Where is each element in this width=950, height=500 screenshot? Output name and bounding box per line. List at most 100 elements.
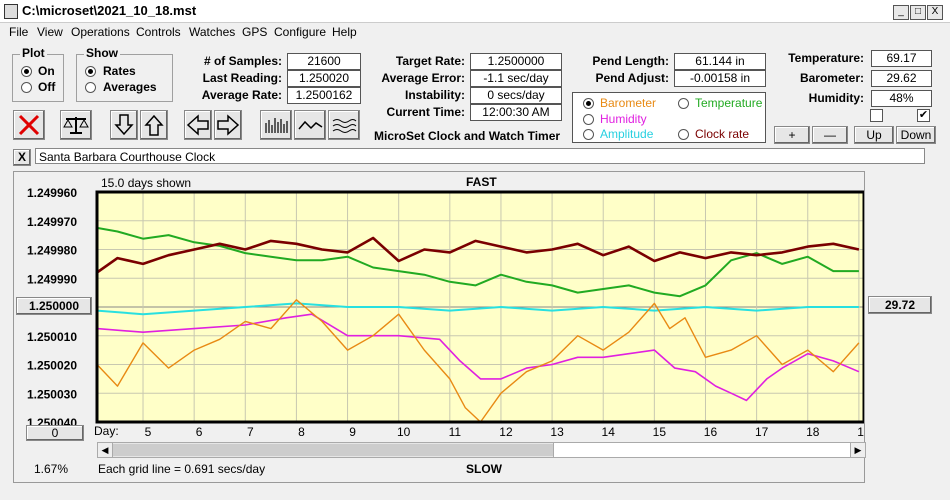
plot-off-label: Off <box>38 80 56 94</box>
arrow-up-button[interactable] <box>140 110 168 140</box>
show-rates-label: Rates <box>103 64 136 78</box>
barometer-label: Barometer: <box>799 71 864 85</box>
humidity-label: Humidity: <box>808 91 864 105</box>
current-time-label: Current Time: <box>386 105 465 119</box>
checkbox-left[interactable] <box>870 109 883 122</box>
average-error-label: Average Error: <box>381 71 465 85</box>
arrow-down-icon <box>114 114 134 136</box>
minus-button[interactable]: — <box>812 126 848 144</box>
left-tick-label: 1.249970 <box>27 215 77 229</box>
line-view-button[interactable] <box>294 110 326 140</box>
scrollbar-thumb[interactable] <box>553 443 850 457</box>
title-bar: C:\microset\2021_10_18.mst _ □ X <box>0 0 950 23</box>
humidity-radio[interactable] <box>583 114 594 125</box>
pend-length-label: Pend Length: <box>592 54 669 68</box>
samples-label: # of Samples: <box>203 54 282 68</box>
arrow-right-button[interactable] <box>214 110 242 140</box>
show-rates-radio[interactable] <box>85 66 96 77</box>
menu-file[interactable]: File <box>9 25 29 39</box>
chart-panel: 1.24996030.041.24997029.961.24998029.881… <box>13 171 903 483</box>
bars-view-button[interactable] <box>260 110 292 140</box>
day-tick-label: 13 <box>550 425 564 439</box>
menu-operations[interactable]: Operations <box>71 25 130 39</box>
humidity-series-line <box>96 313 860 402</box>
arrow-left-button[interactable] <box>184 110 212 140</box>
pend-adjust-label: Pend Adjust: <box>595 71 669 85</box>
amplitude-radio[interactable] <box>583 129 594 140</box>
menu-watches[interactable]: Watches <box>189 25 236 39</box>
clock-rate-radio[interactable] <box>678 129 689 140</box>
target-rate-value: 1.2500000 <box>470 53 562 70</box>
arrow-down-button[interactable] <box>110 110 138 140</box>
menu-gps[interactable]: GPS <box>242 25 268 39</box>
menu-help[interactable]: Help <box>332 25 357 39</box>
show-group <box>76 54 173 102</box>
temperature-option-label: Temperature <box>695 96 763 110</box>
barometer-option-label: Barometer <box>600 96 657 110</box>
left-tick-label: 1.249990 <box>27 272 77 286</box>
day-tick-label: 14 <box>602 425 616 439</box>
humidity-option-label: Humidity <box>600 112 647 126</box>
clock-rate-option-label: Clock rate <box>695 127 750 141</box>
left-tick-label: 1.250010 <box>27 330 77 344</box>
fast-label: FAST <box>466 175 497 189</box>
menu-configure[interactable]: Configure <box>274 25 327 39</box>
plot-group-title: Plot <box>20 46 47 60</box>
barometer-value: 29.62 <box>871 70 932 87</box>
zero-button[interactable]: 0 <box>26 425 84 441</box>
day-tick-label: 17 <box>755 425 769 439</box>
series-select-box: Barometer Temperature Humidity Amplitude… <box>572 92 766 143</box>
day-axis-label: Day: <box>94 424 119 438</box>
wave-view-button[interactable] <box>328 110 360 140</box>
barometer-radio[interactable] <box>583 98 594 109</box>
pend-adjust-value: -0.00158 in <box>674 70 766 87</box>
day-tick-label: 9 <box>349 425 356 439</box>
grid-note: Each grid line = 0.691 secs/day <box>98 462 266 476</box>
temperature-series-line <box>96 226 859 298</box>
plot-off-radio[interactable] <box>21 82 32 93</box>
day-tick-label: 16 <box>704 425 718 439</box>
close-button[interactable]: X <box>927 5 943 20</box>
red-x-icon <box>18 114 40 136</box>
average-rate-label: Average Rate: <box>201 88 282 102</box>
stop-button[interactable] <box>13 110 45 140</box>
days-shown-label: 15.0 days shown <box>101 176 192 190</box>
average-rate-value: 1.2500162 <box>287 87 361 104</box>
plot-on-radio[interactable] <box>21 66 32 77</box>
left-tick-label: 1.249980 <box>27 244 77 258</box>
pend-length-value: 61.144 in <box>674 53 766 70</box>
day-tick-label: 11 <box>449 425 462 439</box>
left-tick-label: 1.250020 <box>27 359 77 373</box>
day-tick-label: 18 <box>806 425 820 439</box>
temperature-radio[interactable] <box>678 98 689 109</box>
clock-name-field[interactable]: Santa Barbara Courthouse Clock <box>35 148 925 164</box>
menu-controls[interactable]: Controls <box>136 25 181 39</box>
maximize-button[interactable]: □ <box>910 5 926 20</box>
scroll-left-arrow[interactable]: ◀ <box>98 443 113 457</box>
arrow-right-icon <box>217 114 240 136</box>
balance-button[interactable] <box>60 110 92 140</box>
menu-view[interactable]: View <box>37 25 63 39</box>
checkbox-right[interactable]: ✔ <box>917 109 930 122</box>
last-reading-value: 1.250020 <box>287 70 361 87</box>
show-averages-label: Averages <box>103 80 157 94</box>
window-title: C:\microset\2021_10_18.mst <box>22 3 197 18</box>
wave-lines-icon <box>332 119 357 133</box>
chart-scrollbar[interactable]: ◀ ▶ <box>97 442 866 458</box>
down-button[interactable]: Down <box>896 126 936 144</box>
scroll-right-arrow[interactable]: ▶ <box>850 443 865 457</box>
center-rate-button[interactable]: 1.250000 <box>16 297 92 315</box>
amplitude-series-line <box>96 302 859 316</box>
temperature-label: Temperature: <box>788 51 864 65</box>
minimize-button[interactable]: _ <box>893 5 909 20</box>
show-group-title: Show <box>84 46 120 60</box>
plus-button[interactable]: + <box>774 126 810 144</box>
arrow-up-icon <box>144 114 164 136</box>
slow-label: SLOW <box>466 462 502 476</box>
center-barometer-button[interactable]: 29.72 <box>868 296 932 314</box>
show-averages-radio[interactable] <box>85 82 96 93</box>
up-button[interactable]: Up <box>854 126 894 144</box>
scale-balance-icon <box>63 117 89 134</box>
left-tick-label: 1.249960 <box>27 186 77 200</box>
clear-name-button[interactable]: X <box>13 149 31 166</box>
